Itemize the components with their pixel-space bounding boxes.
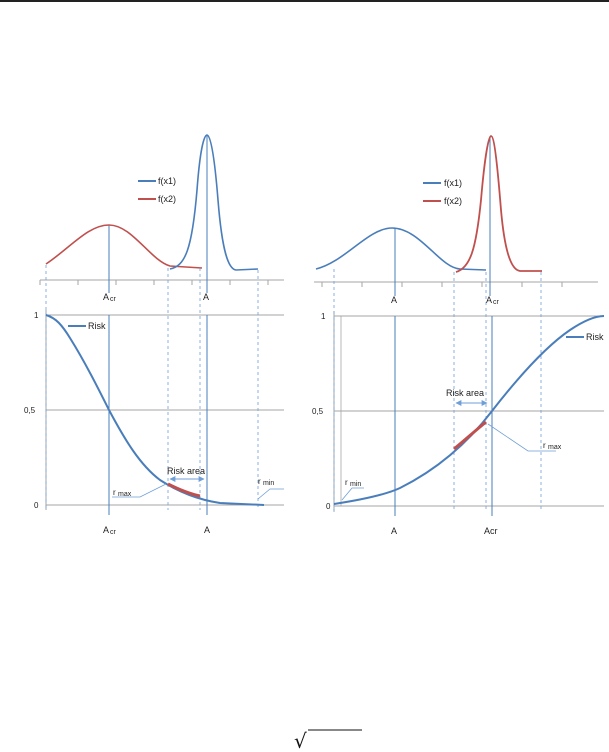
left-x-acr-label: A (103, 525, 109, 535)
left-dist-ticks (39, 280, 269, 285)
right-risk-area-segment (453, 420, 487, 451)
right-risk-legend: Risk (566, 332, 604, 342)
right-risk-legend-label: Risk (586, 332, 604, 342)
left-risk-legend-label: Risk (88, 321, 106, 331)
left-risk-area-segment (167, 482, 201, 498)
formula-radical: √ (294, 729, 362, 752)
left-rmax-callout: r max (112, 483, 167, 498)
right-dist-legend: f(x1) f(x2) (423, 178, 462, 206)
svg-text:min: min (350, 481, 361, 488)
left-legend-f-x2: f(x2) (158, 194, 176, 204)
right-risk-panel: 1 0,5 0 Risk Risk area r max r min (312, 269, 605, 536)
right-dist-ticks (321, 282, 563, 287)
left-risk-area-label: Risk area (167, 466, 205, 476)
left-y-tick-1: 1 (34, 311, 39, 320)
right-legend-f-x1: f(x1) (444, 178, 462, 188)
svg-text:r: r (258, 477, 261, 486)
left-f-x1-curve (169, 134, 259, 271)
svg-text:min: min (263, 480, 274, 487)
left-f-x2-curve (45, 224, 203, 269)
svg-text:r: r (345, 478, 348, 487)
right-risk-curve (333, 315, 605, 505)
left-x-acr-sub: cr (110, 529, 117, 536)
left-risk-panel: 1 0,5 0 Risk Risk area r max r min (24, 265, 284, 536)
left-dist-acr-sub: cr (110, 296, 117, 303)
right-x-a-label: A (391, 526, 397, 536)
left-distribution-panel: f(x1) f(x2) A cr A (39, 134, 284, 303)
right-dist-acr-sub: cr (493, 299, 500, 306)
right-dist-acr-label: A (486, 295, 492, 305)
svg-text:r: r (543, 441, 546, 450)
left-x-a-label: A (204, 525, 210, 535)
right-y-tick-1: 1 (321, 312, 326, 321)
right-rmin-callout: r min (341, 478, 364, 501)
right-projection-lines (333, 269, 542, 512)
left-y-tick-0: 0 (34, 501, 39, 510)
page-top-rule (0, 0, 609, 2)
right-x-acr-label: Acr (484, 526, 498, 536)
right-f-x2-curve (455, 135, 542, 273)
left-y-tick-05: 0,5 (24, 406, 36, 415)
svg-text:√: √ (294, 729, 307, 752)
left-rmin-callout: r min (257, 477, 284, 500)
left-dist-legend: f(x1) f(x2) (138, 176, 176, 204)
left-risk-legend: Risk (68, 321, 106, 331)
right-dist-a-label: A (391, 295, 397, 305)
left-dist-a-label: A (203, 292, 209, 302)
right-legend-f-x2: f(x2) (444, 196, 462, 206)
right-f-x1-curve (315, 227, 487, 271)
svg-text:r: r (113, 488, 116, 497)
right-distribution-panel: f(x1) f(x2) A A cr (314, 135, 598, 306)
svg-text:max: max (548, 444, 562, 451)
svg-text:max: max (118, 491, 132, 498)
right-y-tick-0: 0 (326, 502, 331, 511)
right-y-tick-05: 0,5 (312, 407, 324, 416)
left-projection-lines (45, 265, 259, 510)
right-risk-area-label: Risk area (446, 388, 484, 398)
left-legend-f-x1: f(x1) (158, 176, 176, 186)
right-rmax-callout: r max (487, 423, 562, 452)
left-dist-acr-label: A (103, 292, 109, 302)
